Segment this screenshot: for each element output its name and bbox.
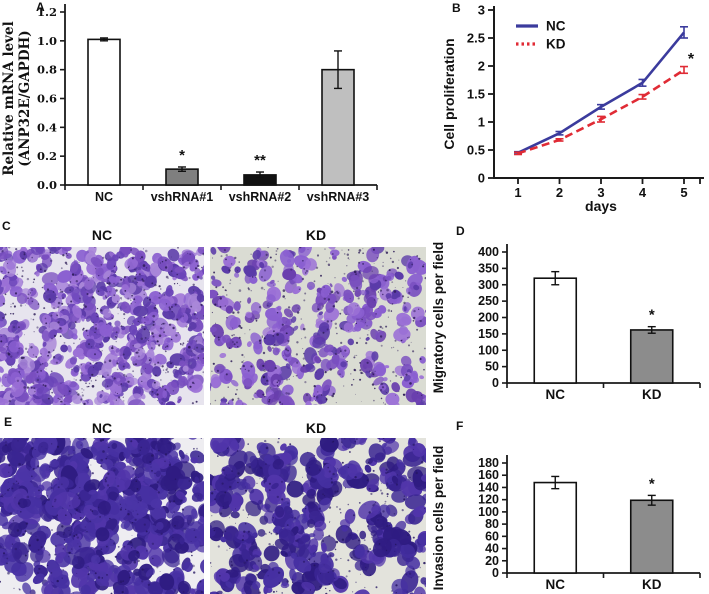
svg-text:vshRNA#3: vshRNA#3 — [307, 190, 370, 204]
svg-text:140: 140 — [478, 480, 499, 494]
svg-text:5: 5 — [680, 185, 687, 200]
bars: NC * vshRNA#1 ** vshRNA#2 vshRNA#3 — [87, 37, 370, 204]
panel-c-kd-micrograph — [210, 247, 426, 405]
svg-text:*: * — [649, 475, 655, 492]
svg-text:NC: NC — [546, 577, 566, 592]
svg-text:2: 2 — [556, 185, 563, 200]
svg-text:3: 3 — [478, 3, 485, 18]
panel-letter-f: F — [456, 419, 464, 433]
svg-text:0.2: 0.2 — [37, 149, 57, 163]
stained-cells — [210, 438, 426, 594]
svg-text:50: 50 — [485, 360, 499, 374]
svg-text:NC: NC — [546, 19, 566, 34]
svg-text:vshRNA#2: vshRNA#2 — [229, 190, 292, 204]
svg-text:vshRNA#1: vshRNA#1 — [151, 190, 214, 204]
series-KD: KD — [514, 37, 688, 156]
svg-text:0: 0 — [492, 376, 499, 390]
svg-text:*: * — [688, 51, 695, 68]
panel-letter-d: D — [456, 224, 465, 238]
svg-text:0.0: 0.0 — [37, 178, 57, 192]
svg-text:160: 160 — [478, 468, 499, 482]
axes: 0.0 0.2 0.4 0.6 0.8 1.0 1.2 — [37, 4, 378, 192]
panel-e-kd-label: KD — [305, 420, 327, 436]
panel-e-nc-label: NC — [91, 420, 113, 436]
panel-e-nc-micrograph — [0, 438, 204, 594]
series-NC: NC — [514, 19, 688, 155]
stained-cells — [0, 438, 204, 594]
svg-text:180: 180 — [478, 456, 499, 470]
panel-e-kd-micrograph — [210, 438, 426, 594]
svg-text:60: 60 — [485, 529, 499, 543]
svg-text:400: 400 — [478, 245, 499, 259]
panel-b-line-chart: 0 0.5 1 1.5 2 2.5 3 1 2 3 4 5 days Cell proliferation… — [441, 3, 704, 214]
svg-text:350: 350 — [478, 261, 499, 275]
svg-text:120: 120 — [478, 493, 499, 507]
svg-text:100: 100 — [478, 505, 499, 519]
svg-text:2.5: 2.5 — [467, 31, 485, 46]
svg-text:days: days — [585, 198, 617, 214]
svg-text:250: 250 — [478, 294, 499, 308]
svg-text:150: 150 — [478, 327, 499, 341]
svg-text:Relative mRNA level: Relative mRNA level — [1, 21, 17, 175]
svg-text:NC: NC — [95, 190, 113, 204]
svg-text:2: 2 — [478, 59, 485, 74]
svg-text:**: ** — [254, 152, 266, 169]
stained-cells — [210, 247, 426, 405]
svg-text:0.6: 0.6 — [37, 92, 57, 106]
axes: 0 0.5 1 1.5 2 2.5 3 1 2 3 4 5 — [467, 3, 704, 200]
panel-c-nc-label: NC — [91, 227, 113, 243]
svg-text:1.0: 1.0 — [37, 34, 57, 48]
svg-text:1: 1 — [478, 115, 485, 130]
svg-text:1.2: 1.2 — [37, 5, 57, 19]
bars: NC * KD — [533, 270, 674, 402]
svg-text:KD: KD — [546, 37, 566, 52]
svg-text:200: 200 — [478, 311, 499, 325]
panel-letter-c: C — [2, 219, 11, 233]
svg-text:KD: KD — [642, 577, 662, 592]
svg-text:300: 300 — [478, 278, 499, 292]
bars: NC * KD — [533, 475, 674, 592]
svg-text:40: 40 — [485, 542, 499, 556]
svg-text:*: * — [179, 147, 185, 164]
svg-text:Invasion cells per field: Invasion cells per field — [431, 446, 446, 591]
svg-text:1: 1 — [514, 185, 521, 200]
panel-c-nc-micrograph — [0, 247, 204, 405]
panel-c-kd-label: KD — [305, 227, 327, 243]
svg-text:1.5: 1.5 — [467, 87, 485, 102]
panel-letter-b: B — [452, 1, 461, 15]
svg-text:0: 0 — [492, 566, 499, 580]
svg-text:3: 3 — [597, 185, 604, 200]
svg-text:KD: KD — [642, 387, 662, 402]
svg-text:0: 0 — [478, 171, 485, 186]
svg-text:NC: NC — [546, 387, 566, 402]
svg-text:0.5: 0.5 — [467, 143, 485, 158]
svg-text:0.4: 0.4 — [37, 120, 57, 134]
svg-text:0.8: 0.8 — [37, 63, 57, 77]
panel-letter-a: A — [36, 0, 45, 14]
svg-text:Migratory cells per field: Migratory cells per field — [431, 242, 446, 394]
svg-text:4: 4 — [639, 185, 647, 200]
stained-cells — [0, 247, 204, 405]
svg-text:(ANP32E/GAPDH): (ANP32E/GAPDH) — [17, 30, 33, 166]
panel-a-bar-chart: 0.0 0.2 0.4 0.6 0.8 1.0 1.2 NC * vshRNA#1 ** vshRNA… — [1, 4, 378, 204]
svg-text:*: * — [649, 307, 655, 324]
svg-text:20: 20 — [485, 554, 499, 568]
svg-text:100: 100 — [478, 343, 499, 357]
svg-text:Cell proliferation: Cell proliferation — [441, 38, 457, 149]
panel-d-bar-chart: 0 50 100 150 200 250 300 350 400 NC * KD Migratory c… — [431, 242, 701, 402]
panel-letter-e: E — [4, 415, 13, 429]
svg-text:80: 80 — [485, 517, 499, 531]
